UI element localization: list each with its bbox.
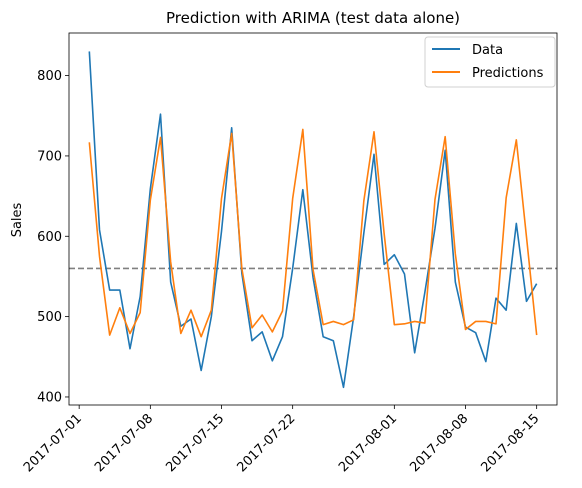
y-tick-label: 400: [37, 390, 62, 405]
y-tick-label: 800: [37, 69, 62, 84]
y-tick-label: 500: [37, 310, 62, 325]
y-tick-label: 600: [37, 230, 62, 245]
y-tick-label: 700: [37, 149, 62, 164]
legend-label-predictions: Predictions: [472, 66, 544, 81]
axes-frame: [68, 32, 558, 406]
plot-area: [68, 32, 558, 406]
legend-label-data: Data: [472, 43, 503, 58]
legend: Data Predictions: [424, 36, 556, 88]
series-line-predictions: [88, 128, 538, 338]
chart-title: Prediction with ARIMA (test data alone): [166, 9, 460, 27]
y-axis-label: Sales: [10, 202, 25, 237]
